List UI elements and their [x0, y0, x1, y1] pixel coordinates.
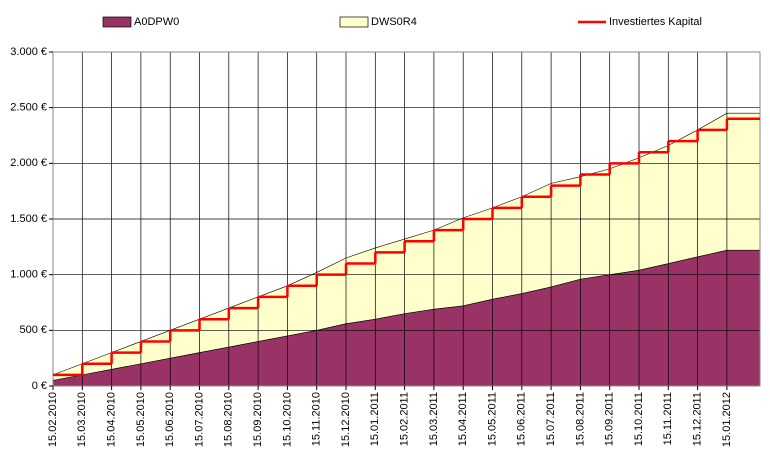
y-tick-label: 1.000 € — [10, 269, 47, 281]
legend-label: Investiertes Kapital — [609, 16, 702, 28]
x-tick-label: 15.05.2010 — [135, 392, 147, 447]
y-tick-label: 1.500 € — [10, 213, 47, 225]
x-tick-label: 15.08.2010 — [223, 392, 235, 447]
y-tick-label: 500 € — [19, 324, 47, 336]
x-tick-label: 15.02.2011 — [399, 392, 411, 446]
x-tick-label: 15.08.2011 — [574, 392, 586, 446]
x-tick-label: 15.06.2011 — [516, 392, 528, 446]
x-tick-label: 15.10.2011 — [633, 392, 645, 446]
x-tick-label: 15.07.2011 — [545, 392, 557, 446]
x-tick-label: 15.11.2010 — [311, 392, 323, 446]
x-tick-label: 15.07.2010 — [193, 392, 205, 447]
y-tick-label: 3.000 € — [10, 46, 47, 58]
x-tick-label: 15.01.2011 — [369, 392, 381, 446]
x-tick-label: 15.04.2010 — [106, 392, 118, 447]
y-tick-label: 2.000 € — [10, 157, 47, 169]
legend-label: A0DPW0 — [134, 16, 179, 28]
x-tick-label: 15.10.2010 — [281, 392, 293, 447]
legend-swatch — [339, 16, 369, 28]
x-tick-label: 15.06.2010 — [164, 392, 176, 447]
x-tick-label: 15.12.2011 — [692, 392, 704, 446]
x-tick-label: 15.12.2010 — [340, 392, 352, 447]
x-tick-label: 15.03.2010 — [76, 392, 88, 447]
y-tick-label: 2.500 € — [10, 102, 47, 114]
x-tick-label: 15.02.2010 — [47, 392, 59, 447]
legend-label: DWS0R4 — [371, 16, 417, 28]
legend-swatch — [102, 16, 132, 28]
x-tick-label: 15.11.2011 — [662, 392, 674, 445]
y-tick-label: 0 € — [32, 380, 47, 392]
x-tick-label: 15.04.2011 — [457, 392, 469, 446]
x-tick-label: 15.03.2011 — [428, 392, 440, 446]
x-tick-label: 15.01.2012 — [721, 392, 733, 447]
x-tick-label: 15.09.2010 — [252, 392, 264, 447]
x-tick-label: 15.05.2011 — [486, 392, 498, 446]
x-tick-label: 15.09.2011 — [604, 392, 616, 446]
